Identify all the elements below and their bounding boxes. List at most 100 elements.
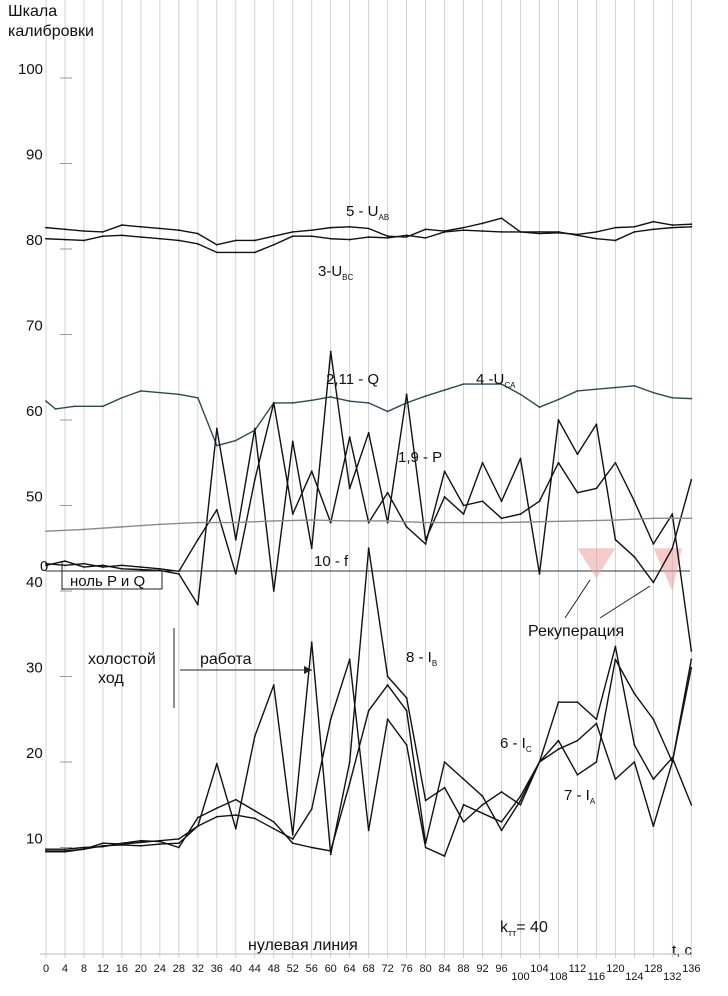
series-point bbox=[595, 388, 598, 391]
series-point bbox=[83, 239, 85, 242]
series-point bbox=[310, 846, 313, 849]
series-point bbox=[538, 406, 541, 409]
x-tick-label: 36 bbox=[211, 963, 223, 975]
series-point bbox=[64, 564, 66, 567]
series-point bbox=[519, 799, 522, 802]
series-point bbox=[367, 709, 370, 712]
series-label: 7 - IA bbox=[564, 787, 596, 806]
x-tick-label: 28 bbox=[173, 963, 185, 975]
work-label: работа bbox=[200, 651, 252, 668]
series-point bbox=[291, 838, 294, 840]
series-point bbox=[102, 564, 104, 567]
series-point bbox=[367, 227, 370, 230]
series-point bbox=[614, 226, 617, 229]
y-tick-label: 30 bbox=[26, 660, 43, 677]
x-tick-label: 44 bbox=[249, 963, 261, 975]
series-point bbox=[140, 566, 142, 568]
x-tick-label: 136 bbox=[682, 963, 700, 975]
series-point bbox=[348, 658, 351, 661]
series-point bbox=[234, 439, 237, 442]
series-point bbox=[481, 222, 484, 225]
series-point bbox=[215, 762, 218, 765]
series-point bbox=[671, 547, 674, 550]
series-point bbox=[234, 251, 237, 254]
series-point bbox=[272, 519, 275, 522]
y-tick-label: 10 bbox=[26, 831, 43, 848]
series-lines bbox=[45, 217, 693, 857]
series-point bbox=[652, 778, 655, 780]
series-point bbox=[329, 718, 332, 721]
series-point bbox=[329, 396, 332, 398]
x-tick-label: 72 bbox=[382, 963, 394, 975]
series-point bbox=[83, 848, 85, 851]
series-point bbox=[462, 383, 465, 385]
series-point bbox=[443, 496, 446, 498]
series-point bbox=[462, 803, 465, 806]
series-point bbox=[234, 239, 237, 242]
series-point bbox=[576, 491, 579, 494]
series-point bbox=[367, 829, 370, 832]
y-tick-label: 80 bbox=[26, 232, 43, 249]
series-point bbox=[177, 239, 180, 242]
series-point bbox=[386, 684, 389, 686]
x-tick-label: 52 bbox=[287, 963, 299, 975]
series-point bbox=[291, 235, 294, 238]
series-point bbox=[234, 827, 237, 830]
series-point bbox=[481, 461, 484, 464]
series-point bbox=[234, 814, 237, 816]
series-point bbox=[158, 843, 161, 845]
series-label: 8 - IB bbox=[406, 649, 437, 668]
series-point bbox=[177, 393, 180, 396]
series-point bbox=[652, 543, 655, 545]
series-point bbox=[576, 739, 579, 742]
series-point bbox=[386, 718, 389, 721]
series-point bbox=[291, 513, 294, 515]
series-point bbox=[310, 399, 313, 402]
series-point bbox=[614, 386, 617, 389]
series-point bbox=[595, 761, 598, 763]
x-tick-label: 12 bbox=[97, 963, 109, 975]
y-tick-label: 20 bbox=[26, 745, 43, 762]
series-point bbox=[633, 231, 636, 233]
series-point bbox=[291, 440, 294, 443]
series-point bbox=[253, 239, 256, 242]
series-point bbox=[595, 718, 598, 721]
series-point bbox=[310, 229, 313, 232]
series-point bbox=[462, 513, 465, 515]
series-point bbox=[272, 820, 275, 823]
series-point bbox=[45, 237, 47, 240]
series-point bbox=[462, 504, 465, 507]
series-point bbox=[158, 839, 161, 842]
series-label: 1,9 - P bbox=[398, 449, 442, 466]
series-point bbox=[595, 237, 598, 240]
x-tick-label: 48 bbox=[268, 963, 280, 975]
series-point bbox=[253, 817, 256, 820]
series-point bbox=[614, 658, 617, 661]
series-point bbox=[64, 228, 66, 231]
series-point bbox=[652, 517, 655, 520]
recuperation-label: Рекуперация bbox=[528, 623, 624, 640]
series-point bbox=[140, 568, 142, 571]
series-point bbox=[64, 850, 66, 853]
series-point bbox=[102, 842, 104, 845]
y-tick-label: 70 bbox=[26, 318, 43, 335]
series-point bbox=[348, 400, 351, 403]
series-point bbox=[329, 350, 332, 353]
series-point bbox=[196, 816, 199, 819]
idle-label: холостой bbox=[88, 651, 156, 668]
series-point bbox=[310, 641, 313, 644]
series-point bbox=[177, 838, 180, 840]
series-point bbox=[614, 538, 617, 541]
series-label: 6 - IC bbox=[500, 735, 532, 754]
series-point bbox=[329, 853, 332, 856]
series-point bbox=[424, 521, 427, 524]
series-point bbox=[215, 815, 218, 818]
series-point bbox=[348, 436, 351, 438]
series-point bbox=[102, 405, 104, 408]
series-point bbox=[500, 820, 503, 823]
series-point bbox=[177, 573, 180, 575]
series-point bbox=[671, 224, 674, 226]
x-tick-label: 128 bbox=[644, 963, 662, 975]
x-tick-label: 112 bbox=[569, 963, 587, 975]
